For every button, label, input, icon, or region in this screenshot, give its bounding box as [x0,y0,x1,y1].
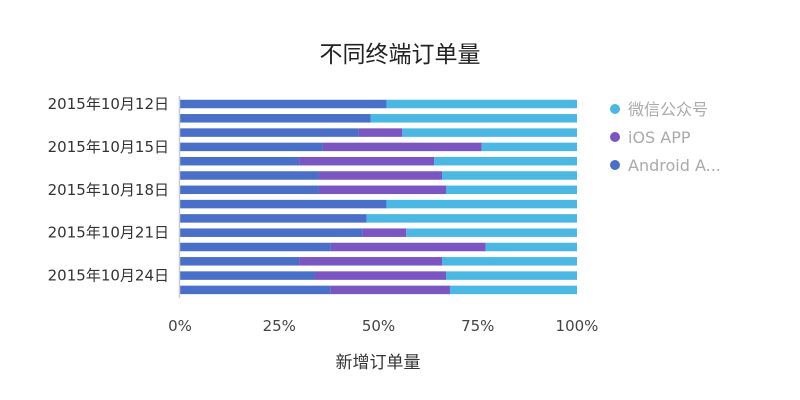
x-tick-label-1: 0% [168,317,192,335]
bar-segment-1-row-1[interactable] [180,99,387,109]
bar-segment-2-row-7[interactable] [318,185,446,195]
bar-segment-1-row-2[interactable] [180,114,371,123]
bar-segment-3-row-1[interactable] [386,99,577,109]
bar-segment-2-row-6[interactable] [318,171,443,180]
bar-segment-3-row-8[interactable] [386,199,577,209]
bar-segment-1-row-7[interactable] [180,185,319,195]
bar-segment-3-row-2[interactable] [370,114,577,123]
legend-marker-3[interactable] [610,160,620,170]
y-tick-label-1: 2015年10月12日 [48,95,169,113]
x-axis: 0% 25% 50% 75% 100% [168,317,598,335]
bar-segment-1-row-14[interactable] [180,285,331,295]
bar-segment-3-row-10[interactable] [406,228,577,237]
x-tick-label-5: 100% [556,317,599,335]
bar-segment-3-row-6[interactable] [442,171,577,180]
legend[interactable]: 微信公众号 iOS APP Android A... [610,100,721,175]
y-tick-label-3: 2015年10月18日 [48,181,169,199]
bar-segment-2-row-4[interactable] [322,142,482,152]
x-tick-label-4: 75% [461,317,494,335]
bar-segment-2-row-14[interactable] [330,285,450,295]
bar-segment-2-row-11[interactable] [330,242,486,252]
bar-segment-2-row-13[interactable] [314,271,446,280]
y-tick-label-4: 2015年10月21日 [48,224,169,242]
bar-segment-3-row-5[interactable] [434,156,577,166]
bar-segment-1-row-6[interactable] [180,171,319,180]
legend-marker-1[interactable] [610,104,620,114]
legend-label-3[interactable]: Android A... [628,156,721,175]
bar-segment-3-row-7[interactable] [445,185,577,195]
bar-segment-2-row-12[interactable] [299,257,443,266]
legend-label-2[interactable]: iOS APP [628,128,691,147]
y-axis: 2015年10月12日 2015年10月15日 2015年10月18日 2015年10… [48,95,181,298]
legend-label-1[interactable]: 微信公众号 [628,100,708,119]
chart-title: 不同终端订单量 [320,42,481,68]
x-tick-label-3: 50% [362,317,395,335]
bar-segment-1-row-11[interactable] [180,242,331,252]
y-tick-label-5: 2015年10月24日 [48,267,169,285]
bar-segment-1-row-8[interactable] [180,199,387,209]
bars-group [180,99,577,295]
legend-marker-2[interactable] [610,132,620,142]
bar-segment-2-row-3[interactable] [358,128,403,137]
x-axis-label: 新增订单量 [336,353,421,373]
bar-segment-1-row-4[interactable] [180,142,323,152]
bar-segment-2-row-10[interactable] [362,228,407,237]
bar-segment-3-row-11[interactable] [485,242,577,252]
bar-segment-3-row-9[interactable] [366,214,577,223]
bar-segment-3-row-14[interactable] [449,285,577,295]
bar-segment-1-row-10[interactable] [180,228,363,237]
bar-segment-3-row-3[interactable] [402,128,577,137]
bar-segment-1-row-5[interactable] [180,156,300,166]
x-tick-label-2: 25% [263,317,296,335]
bar-segment-2-row-5[interactable] [299,156,435,166]
bar-segment-3-row-4[interactable] [481,142,577,152]
bar-segment-1-row-13[interactable] [180,271,315,280]
y-tick-label-2: 2015年10月15日 [48,138,169,156]
bar-segment-3-row-13[interactable] [445,271,577,280]
bar-segment-3-row-12[interactable] [442,257,577,266]
bar-segment-1-row-12[interactable] [180,257,300,266]
bar-segment-1-row-3[interactable] [180,128,359,137]
bar-segment-1-row-9[interactable] [180,214,367,223]
